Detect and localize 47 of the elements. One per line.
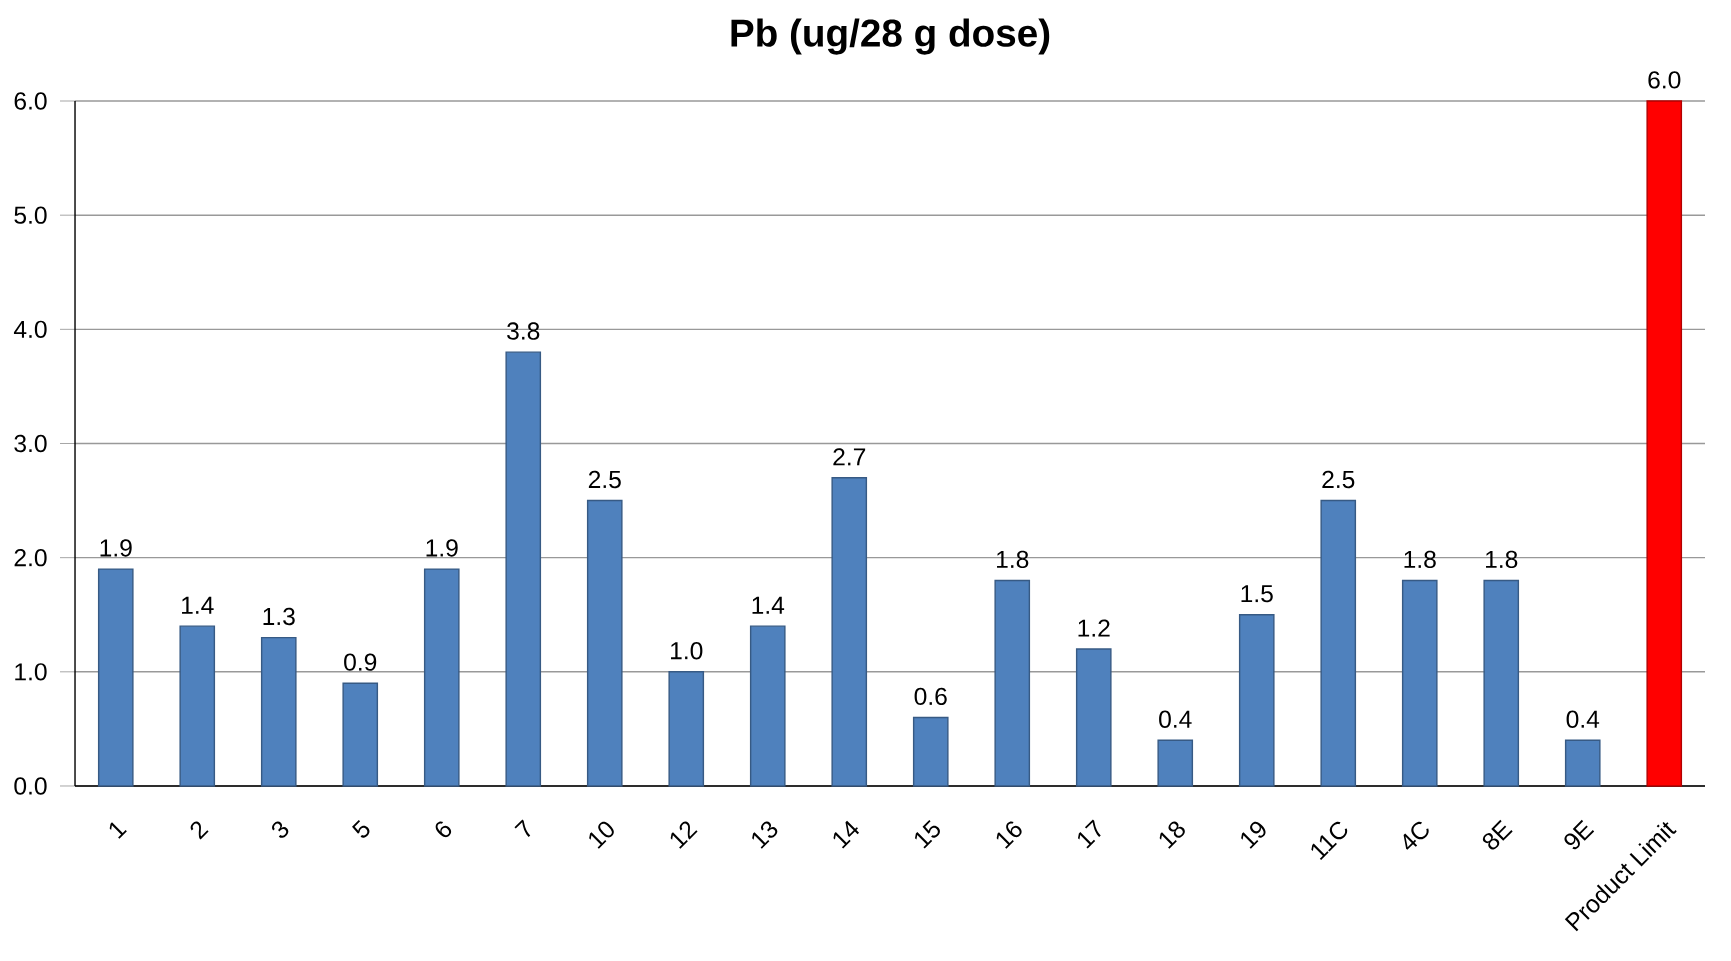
x-tick-label: 4C [1403, 821, 1429, 850]
y-tick-label: 1.0 [15, 663, 47, 681]
data-label: 0.4 [1566, 710, 1600, 728]
y-tick-label: 2.0 [14, 548, 47, 567]
x-tick-label: 12 [670, 821, 698, 849]
x-tick-label: 1 [109, 822, 127, 839]
y-tick-label: 0.0 [14, 777, 47, 795]
x-tick-label: 16 [996, 821, 1022, 849]
data-label: 1.9 [426, 539, 458, 557]
data-label: 1.4 [752, 596, 785, 614]
data-label: 1.8 [1404, 550, 1436, 569]
x-tick-label: 2 [190, 821, 209, 840]
data-label: 1.3 [263, 607, 295, 626]
data-label: 1.4 [182, 596, 214, 614]
x-tick-label: 7 [514, 819, 531, 838]
x-tick-label: 11C [1311, 821, 1348, 860]
x-tick-label: 14 [833, 820, 860, 849]
data-label: 3.8 [507, 322, 540, 340]
x-tick-label: 17 [1077, 819, 1101, 849]
data-label: 0.4 [1159, 710, 1192, 728]
x-tick-label: 10 [589, 821, 614, 849]
data-label: 1.0 [671, 642, 703, 660]
x-tick-label: 3 [272, 821, 289, 838]
data-label: 1.9 [100, 539, 132, 557]
x-tick-label: 6 [435, 821, 452, 838]
chart-title: Pb (ug/28 g dose) [731, 18, 1050, 55]
y-tick-label: 5.0 [14, 206, 47, 224]
data-label: 0.6 [914, 687, 947, 706]
data-label: 2.5 [588, 470, 621, 489]
data-label: 2.7 [833, 448, 866, 466]
y-tick-label: 4.0 [13, 320, 47, 339]
x-tick-label: 9E [1564, 819, 1595, 850]
data-label: 1.5 [1241, 585, 1273, 603]
data-label: 1.2 [1078, 619, 1110, 637]
y-tick-label: 6.0 [14, 92, 47, 110]
data-label: 1.8 [1486, 550, 1518, 569]
x-tick-label: 5 [352, 820, 370, 838]
x-tick-label: 19 [1241, 821, 1266, 849]
x-tick-label: 13 [752, 821, 778, 849]
data-label: 2.5 [1322, 470, 1355, 489]
data-label: 0.9 [344, 653, 377, 671]
x-tick-label: 8E [1482, 819, 1513, 850]
x-tick-label: 15 [914, 820, 940, 849]
x-tick-label: 18 [1159, 821, 1185, 849]
data-label: 1.8 [997, 550, 1029, 569]
data-label: 6.0 [1648, 71, 1681, 89]
y-tick-label: 3.0 [14, 434, 47, 453]
